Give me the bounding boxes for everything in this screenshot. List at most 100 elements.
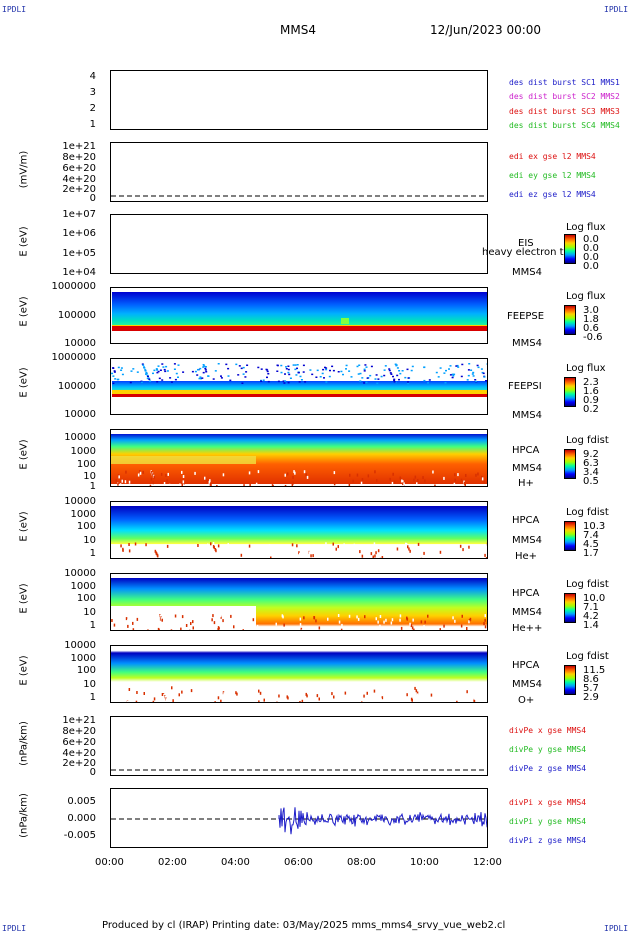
- spectrogram-pixel: [377, 620, 379, 624]
- spectrogram-pixel: [380, 698, 382, 702]
- feepsi-pixel: [404, 376, 407, 379]
- p3-colorbar-title: Log flux: [566, 222, 606, 233]
- spectrogram-pixel: [392, 697, 394, 700]
- spectrogram-pixel: [303, 555, 305, 558]
- spectrogram-pixel: [195, 556, 197, 558]
- spectrogram-pixel: [217, 628, 219, 630]
- p8-cb-tick: 4.2: [583, 611, 599, 622]
- feepsi-pixel: [112, 375, 115, 377]
- feepsi-pixel: [388, 369, 391, 372]
- feepsi-pixel: [276, 364, 279, 366]
- feepsi-pixel: [472, 375, 475, 377]
- spectrogram-pixel: [112, 622, 115, 626]
- panel-hpca-he: [110, 501, 488, 559]
- p1-legend: des dist burst SC1 MMS1: [509, 78, 620, 87]
- spectrogram-pixel: [416, 482, 418, 486]
- spectrogram-pixel: [337, 549, 339, 553]
- panel-des-dist: [110, 70, 488, 130]
- spectrogram-pixel: [287, 696, 289, 700]
- spectrogram-pixel: [481, 477, 484, 481]
- p5-instrument: FEEPSI: [508, 381, 542, 392]
- feepsi-pixel: [146, 374, 149, 377]
- feepsi-pixel: [227, 367, 230, 370]
- p4-ytick: 10000: [64, 338, 96, 349]
- spectrogram-pixel: [152, 700, 155, 702]
- spectrogram-pixel: [181, 470, 183, 474]
- spectrogram-pixel: [393, 693, 395, 697]
- spectrogram-pixel: [155, 552, 158, 556]
- spectrogram-pixel: [379, 615, 382, 618]
- spectrogram-pixel: [423, 551, 425, 555]
- spectrogram-pixel: [152, 481, 154, 485]
- spectrogram-pixel: [299, 617, 302, 621]
- spectrogram-pixel: [181, 483, 183, 486]
- spectrogram-pixel: [308, 626, 310, 630]
- p9-ytick: 10000: [64, 640, 96, 651]
- spectrogram-pixel: [409, 622, 411, 626]
- spectrogram-pixel: [210, 484, 212, 486]
- spectrogram-pixel: [113, 623, 116, 627]
- spectrogram-pixel: [393, 480, 396, 484]
- spectrogram-pixel: [301, 551, 303, 555]
- feepsi-pixel: [481, 371, 484, 374]
- spectrogram-pixel: [115, 479, 117, 483]
- p7-ytick: 100: [76, 521, 96, 532]
- p1-legend: des dist burst SC3 MMS3: [509, 107, 620, 116]
- feepsi-pixel: [235, 363, 238, 366]
- spectrogram-pixel: [404, 689, 406, 693]
- spectrogram-pixel: [291, 483, 294, 486]
- spectrogram-pixel: [464, 557, 466, 558]
- spectrogram-pixel: [259, 551, 262, 555]
- spectrogram-pixel: [419, 545, 422, 549]
- p7-ytick: 1000: [70, 509, 96, 520]
- spectrogram-pixel: [313, 544, 315, 548]
- spectrogram-pixel: [135, 700, 138, 702]
- feepsi-pixel: [120, 369, 123, 371]
- feepsi-pixel: [471, 373, 474, 375]
- p4-spacecraft: MMS4: [512, 338, 542, 349]
- spectrogram-pixel: [477, 555, 479, 558]
- feepsi-pixel: [266, 369, 269, 371]
- p2-ytick: 8e+20: [62, 152, 96, 163]
- spectrogram-pixel: [333, 695, 335, 699]
- spectrogram-pixel: [431, 690, 434, 694]
- feepsi-pixel: [260, 368, 263, 370]
- feepsi-pixel: [435, 371, 438, 374]
- spectrogram-pixel: [299, 552, 301, 556]
- feepsi-pixel: [285, 368, 288, 370]
- spectrogram-pixel: [391, 618, 394, 622]
- feepsi-pixel: [451, 373, 454, 376]
- spectrogram-pixel: [145, 543, 147, 547]
- spectrogram-pixel: [171, 544, 173, 548]
- spectrogram-pixel: [168, 614, 170, 618]
- spectrogram-pixel: [414, 694, 416, 697]
- feepsi-pixel: [120, 367, 123, 369]
- feepsi-pixel: [350, 376, 353, 378]
- spectrogram-pixel: [295, 554, 298, 558]
- panel-eis: [110, 214, 488, 274]
- spectrogram-pixel: [217, 696, 220, 700]
- p9-colorbar: [564, 665, 576, 695]
- spectrogram-pixel: [115, 698, 117, 702]
- spectrogram-pixel: [161, 618, 163, 622]
- divpi-z-line: [278, 807, 487, 835]
- spectrogram-pixel: [127, 619, 129, 623]
- p5-cb-tick: 0.9: [583, 395, 599, 406]
- spectrogram-pixel: [299, 701, 301, 702]
- spectrogram-pixel: [364, 615, 366, 619]
- spectrogram-pixel: [313, 616, 316, 620]
- feepsi-pixel: [280, 364, 283, 367]
- feepsi-pixel: [220, 375, 222, 377]
- spectrogram-pixel: [354, 485, 356, 486]
- p1-legend: des dist burst SC4 MMS4: [509, 121, 620, 130]
- p6-ytick: 1: [89, 481, 96, 492]
- feepsi-pixel: [212, 378, 215, 380]
- spectrogram-pixel: [143, 692, 145, 695]
- spectrogram-pixel: [258, 695, 260, 699]
- spectrogram-pixel: [275, 695, 278, 699]
- spectrogram-pixel: [172, 699, 174, 702]
- feepsi-pixel: [165, 365, 168, 368]
- p5-cb-tick: 0.2: [583, 404, 599, 415]
- feepsi-pixel: [202, 371, 205, 374]
- spectrogram-pixel: [130, 484, 133, 486]
